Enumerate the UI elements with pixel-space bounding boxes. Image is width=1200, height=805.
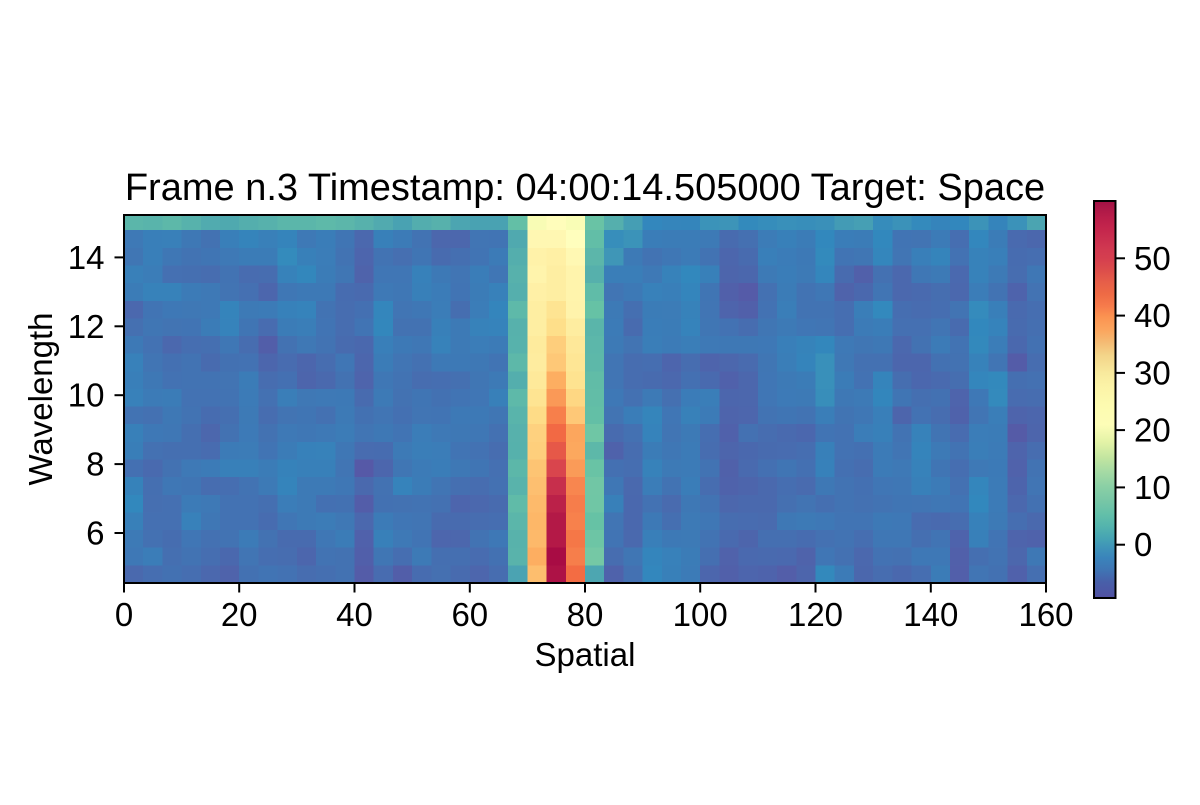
svg-text:60: 60: [451, 596, 488, 633]
svg-text:Spatial: Spatial: [535, 636, 636, 673]
svg-text:20: 20: [1134, 412, 1171, 449]
svg-text:8: 8: [86, 446, 104, 483]
svg-text:12: 12: [68, 308, 105, 345]
svg-text:120: 120: [788, 596, 843, 633]
svg-text:30: 30: [1134, 354, 1171, 391]
svg-text:50: 50: [1134, 240, 1171, 277]
svg-text:160: 160: [1018, 596, 1073, 633]
svg-text:0: 0: [115, 596, 133, 633]
svg-text:10: 10: [1134, 469, 1171, 506]
svg-text:Wavelength: Wavelength: [22, 312, 59, 485]
svg-text:6: 6: [86, 515, 104, 552]
svg-text:10: 10: [68, 377, 105, 414]
svg-text:100: 100: [673, 596, 728, 633]
svg-text:40: 40: [336, 596, 373, 633]
svg-text:0: 0: [1134, 526, 1152, 563]
svg-text:20: 20: [221, 596, 258, 633]
svg-text:80: 80: [567, 596, 604, 633]
svg-text:Frame n.3 Timestamp: 04:00:14.: Frame n.3 Timestamp: 04:00:14.505000 Tar…: [125, 167, 1045, 209]
svg-text:40: 40: [1134, 297, 1171, 334]
svg-text:140: 140: [903, 596, 958, 633]
svg-text:14: 14: [68, 239, 105, 276]
